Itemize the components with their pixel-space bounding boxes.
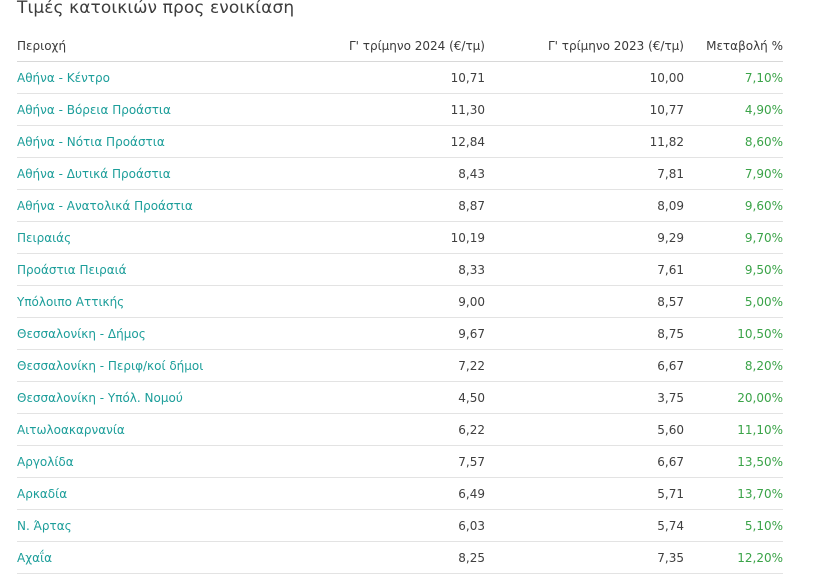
change-percent: 13,50% <box>684 445 783 478</box>
table-row: Αιτωλοακαρνανία 6,22 5,60 11,10% <box>17 413 783 446</box>
region-name[interactable]: Αιτωλοακαρνανία <box>17 413 317 446</box>
header-q3-2023: Γ' τρίμηνο 2023 (€/τμ) <box>485 30 684 62</box>
table-row: Αθήνα - Βόρεια Προάστια 11,30 10,77 4,90% <box>17 93 783 126</box>
table-row: Προάστια Πειραιά 8,33 7,61 9,50% <box>17 253 783 286</box>
change-percent: 8,60% <box>684 125 783 158</box>
change-percent: 9,70% <box>684 221 783 254</box>
table-row: Ν. Άρτας 6,03 5,74 5,10% <box>17 509 783 542</box>
q3-2023-value: 7,61 <box>485 253 684 286</box>
q3-2024-value: 10,71 <box>317 61 485 94</box>
table-row: Θεσσαλονίκη - Δήμος 9,67 8,75 10,50% <box>17 317 783 350</box>
change-percent: 9,60% <box>684 189 783 222</box>
q3-2024-value: 8,43 <box>317 157 485 190</box>
q3-2023-value: 6,67 <box>485 445 684 478</box>
q3-2023-value: 6,67 <box>485 349 684 382</box>
q3-2023-value: 8,57 <box>485 285 684 318</box>
q3-2024-value: 9,00 <box>317 285 485 318</box>
header-change: Μεταβολή % <box>684 30 783 62</box>
q3-2024-value: 10,19 <box>317 221 485 254</box>
change-percent: 13,70% <box>684 477 783 510</box>
region-name[interactable]: Πειραιάς <box>17 221 317 254</box>
q3-2023-value: 5,74 <box>485 509 684 542</box>
q3-2023-value: 10,77 <box>485 93 684 126</box>
table-row: Αρκαδία 6,49 5,71 13,70% <box>17 477 783 510</box>
region-name[interactable]: Θεσσαλονίκη - Περιφ/κοί δήμοι <box>17 349 317 382</box>
region-name[interactable]: Αθήνα - Κέντρο <box>17 61 317 94</box>
header-q3-2024: Γ' τρίμηνο 2024 (€/τμ) <box>317 30 485 62</box>
q3-2023-value: 7,35 <box>485 541 684 574</box>
table-row: Αθήνα - Νότια Προάστια 12,84 11,82 8,60% <box>17 125 783 158</box>
change-percent: 9,50% <box>684 253 783 286</box>
table-row: Θεσσαλονίκη - Υπόλ. Νομού 4,50 3,75 20,00% <box>17 381 783 414</box>
change-percent: 5,00% <box>684 285 783 318</box>
table-body: Αθήνα - Κέντρο 10,71 10,00 7,10% Αθήνα - Βόρ… <box>17 61 783 574</box>
q3-2024-value: 6,03 <box>317 509 485 542</box>
header-region: Περιοχή <box>17 30 317 62</box>
q3-2024-value: 6,49 <box>317 477 485 510</box>
region-name[interactable]: Υπόλοιπο Αττικής <box>17 285 317 318</box>
q3-2024-value: 11,30 <box>317 93 485 126</box>
table-row: Πειραιάς 10,19 9,29 9,70% <box>17 221 783 254</box>
q3-2024-value: 12,84 <box>317 125 485 158</box>
table-row: Υπόλοιπο Αττικής 9,00 8,57 5,00% <box>17 285 783 318</box>
rental-prices-table: Περιοχή Γ' τρίμηνο 2024 (€/τμ) Γ' τρίμην… <box>17 30 783 574</box>
q3-2024-value: 6,22 <box>317 413 485 446</box>
change-percent: 5,10% <box>684 509 783 542</box>
region-name[interactable]: Αθήνα - Νότια Προάστια <box>17 125 317 158</box>
region-name[interactable]: Ν. Άρτας <box>17 509 317 542</box>
region-name[interactable]: Θεσσαλονίκη - Υπόλ. Νομού <box>17 381 317 414</box>
table-title: Τιμές κατοικιών προς ενοικίαση <box>17 0 295 18</box>
region-name[interactable]: Αρκαδία <box>17 477 317 510</box>
change-percent: 20,00% <box>684 381 783 414</box>
table-row: Αχαΐα 8,25 7,35 12,20% <box>17 541 783 574</box>
q3-2023-value: 11,82 <box>485 125 684 158</box>
q3-2023-value: 10,00 <box>485 61 684 94</box>
region-name[interactable]: Αθήνα - Δυτικά Προάστια <box>17 157 317 190</box>
q3-2023-value: 9,29 <box>485 221 684 254</box>
q3-2024-value: 9,67 <box>317 317 485 350</box>
q3-2024-value: 8,87 <box>317 189 485 222</box>
q3-2024-value: 7,57 <box>317 445 485 478</box>
q3-2023-value: 7,81 <box>485 157 684 190</box>
q3-2023-value: 3,75 <box>485 381 684 414</box>
region-name[interactable]: Αχαΐα <box>17 541 317 574</box>
change-percent: 11,10% <box>684 413 783 446</box>
region-name[interactable]: Αργολίδα <box>17 445 317 478</box>
q3-2023-value: 8,75 <box>485 317 684 350</box>
region-name[interactable]: Αθήνα - Ανατολικά Προάστια <box>17 189 317 222</box>
q3-2024-value: 7,22 <box>317 349 485 382</box>
change-percent: 10,50% <box>684 317 783 350</box>
change-percent: 8,20% <box>684 349 783 382</box>
table-row: Θεσσαλονίκη - Περιφ/κοί δήμοι 7,22 6,67 8,2… <box>17 349 783 382</box>
change-percent: 4,90% <box>684 93 783 126</box>
q3-2023-value: 5,71 <box>485 477 684 510</box>
change-percent: 12,20% <box>684 541 783 574</box>
region-name[interactable]: Προάστια Πειραιά <box>17 253 317 286</box>
table-row: Αργολίδα 7,57 6,67 13,50% <box>17 445 783 478</box>
q3-2024-value: 8,25 <box>317 541 485 574</box>
q3-2023-value: 8,09 <box>485 189 684 222</box>
change-percent: 7,90% <box>684 157 783 190</box>
region-name[interactable]: Θεσσαλονίκη - Δήμος <box>17 317 317 350</box>
table-header-row: Περιοχή Γ' τρίμηνο 2024 (€/τμ) Γ' τρίμην… <box>17 30 783 62</box>
table-row: Αθήνα - Δυτικά Προάστια 8,43 7,81 7,90% <box>17 157 783 190</box>
q3-2023-value: 5,60 <box>485 413 684 446</box>
table-row: Αθήνα - Ανατολικά Προάστια 8,87 8,09 9,60% <box>17 189 783 222</box>
q3-2024-value: 8,33 <box>317 253 485 286</box>
region-name[interactable]: Αθήνα - Βόρεια Προάστια <box>17 93 317 126</box>
table-row: Αθήνα - Κέντρο 10,71 10,00 7,10% <box>17 61 783 94</box>
q3-2024-value: 4,50 <box>317 381 485 414</box>
change-percent: 7,10% <box>684 61 783 94</box>
